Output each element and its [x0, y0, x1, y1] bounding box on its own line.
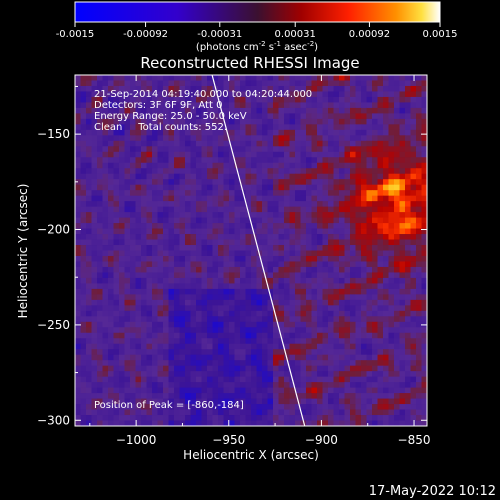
x-tick-label: −950	[212, 433, 245, 447]
colorbar-tick-label: 0.00092	[349, 29, 390, 40]
y-tick-label: −300	[37, 413, 70, 427]
x-axis: −1000 −950 −900 −850	[89, 75, 431, 447]
y-axis-label: Heliocentric Y (arcsec)	[16, 184, 30, 319]
x-tick-label: −900	[305, 433, 338, 447]
solar-limb-line	[211, 75, 306, 426]
plot-timestamp: 17-May-2022 10:12	[369, 484, 496, 499]
plot-frame	[74, 74, 428, 427]
x-tick-label: −850	[398, 433, 431, 447]
x-tick-label: −1000	[116, 433, 157, 447]
colorbar-tick-label: 0.0015	[423, 29, 458, 40]
colorbar-tick-label: -0.0015	[56, 29, 95, 40]
colorbar-tick-label: -0.00092	[123, 29, 168, 40]
info-line-energy: Energy Range: 25.0 - 50.0 keV	[94, 111, 247, 122]
peak-position-label: Position of Peak = [-860,-184]	[94, 400, 244, 411]
colorbar-tick-label: 0.00031	[275, 29, 316, 40]
observation-info: 21-Sep-2014 04:19:40.000 to 04:20:44.000…	[94, 89, 312, 133]
y-tick-label: −200	[37, 223, 70, 237]
y-axis: −150 −200 −250 −300	[37, 85, 427, 427]
chart-title: Reconstructed RHESSI Image	[140, 54, 359, 72]
info-line-time: 21-Sep-2014 04:19:40.000 to 04:20:44.000	[94, 89, 312, 100]
info-line-counts: Clean Total counts: 552.	[94, 122, 227, 133]
colorbar-label: (photons cm-2 s-1 asec-2)	[196, 40, 318, 53]
y-tick-label: −150	[37, 127, 70, 141]
x-axis-label: Heliocentric X (arcsec)	[183, 448, 319, 462]
info-line-detectors: Detectors: 3F 6F 9F, Att 0	[94, 100, 222, 111]
colorbar-ticks: -0.0015 -0.00092 -0.00031 0.00031 0.00092 0.0…	[56, 22, 458, 40]
heatmap-image	[75, 75, 427, 426]
colorbar-tick-label: -0.00031	[197, 29, 242, 40]
y-tick-label: −250	[37, 318, 70, 332]
colorbar	[74, 1, 441, 23]
